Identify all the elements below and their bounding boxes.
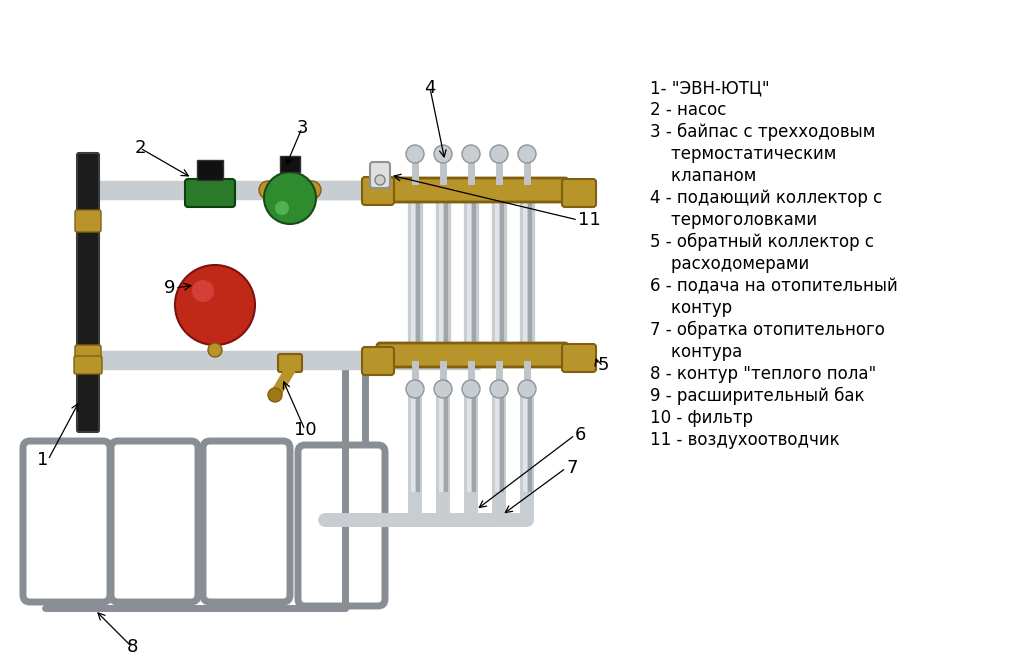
Text: 3 - байпас с трехходовым: 3 - байпас с трехходовым	[650, 123, 876, 141]
Text: термостатическим: термостатическим	[650, 145, 837, 163]
Text: 11: 11	[578, 211, 601, 229]
FancyBboxPatch shape	[75, 210, 101, 232]
Circle shape	[434, 380, 452, 398]
FancyBboxPatch shape	[362, 347, 394, 375]
FancyBboxPatch shape	[370, 162, 390, 188]
Circle shape	[303, 181, 321, 199]
FancyBboxPatch shape	[377, 343, 568, 367]
Circle shape	[264, 172, 316, 224]
Text: 1- "ЭВН-ЮТЦ": 1- "ЭВН-ЮТЦ"	[650, 79, 770, 97]
FancyBboxPatch shape	[382, 178, 568, 202]
Circle shape	[268, 388, 282, 402]
Text: 6: 6	[575, 426, 587, 444]
FancyBboxPatch shape	[362, 177, 394, 205]
Circle shape	[490, 145, 508, 163]
Circle shape	[406, 380, 424, 398]
FancyBboxPatch shape	[278, 354, 302, 372]
Text: 4 - подающий коллектор с: 4 - подающий коллектор с	[650, 189, 883, 207]
FancyBboxPatch shape	[75, 345, 101, 367]
Text: 3: 3	[296, 119, 308, 137]
Circle shape	[208, 343, 222, 357]
FancyBboxPatch shape	[74, 356, 102, 374]
Circle shape	[434, 145, 452, 163]
Text: 2: 2	[134, 139, 145, 157]
Circle shape	[406, 145, 424, 163]
Circle shape	[193, 280, 214, 302]
Circle shape	[518, 145, 536, 163]
FancyBboxPatch shape	[77, 153, 99, 432]
Circle shape	[275, 201, 289, 215]
Bar	[280, 156, 300, 172]
Circle shape	[259, 181, 278, 199]
Circle shape	[175, 265, 255, 345]
Circle shape	[462, 145, 480, 163]
FancyBboxPatch shape	[562, 179, 596, 207]
Text: 2 - насос: 2 - насос	[650, 101, 726, 119]
Text: 10 - фильтр: 10 - фильтр	[650, 409, 753, 427]
Text: 11 - воздухоотводчик: 11 - воздухоотводчик	[650, 431, 840, 449]
Circle shape	[462, 380, 480, 398]
Text: контура: контура	[650, 343, 742, 361]
Circle shape	[375, 175, 385, 185]
Text: 10: 10	[294, 421, 316, 439]
Text: клапаном: клапаном	[650, 167, 757, 185]
Text: 1: 1	[37, 451, 48, 469]
Text: 7 - обратка отопительного: 7 - обратка отопительного	[650, 321, 885, 339]
FancyBboxPatch shape	[185, 179, 234, 207]
Text: 9 - расширительный бак: 9 - расширительный бак	[650, 387, 864, 405]
Text: 5 - обратный коллектор с: 5 - обратный коллектор с	[650, 233, 874, 251]
Text: контур: контур	[650, 299, 732, 317]
Text: термоголовками: термоголовками	[650, 211, 817, 229]
Text: 7: 7	[566, 459, 578, 477]
Text: 8: 8	[126, 638, 137, 656]
FancyBboxPatch shape	[562, 344, 596, 372]
Bar	[197, 160, 223, 180]
Text: 8 - контур "теплого пола": 8 - контур "теплого пола"	[650, 365, 877, 383]
Text: 6 - подача на отопительный: 6 - подача на отопительный	[650, 277, 898, 295]
Text: 4: 4	[424, 79, 436, 97]
Text: 5: 5	[598, 356, 609, 374]
Circle shape	[490, 380, 508, 398]
Text: 9: 9	[164, 279, 175, 297]
Text: расходомерами: расходомерами	[650, 255, 809, 273]
Circle shape	[518, 380, 536, 398]
